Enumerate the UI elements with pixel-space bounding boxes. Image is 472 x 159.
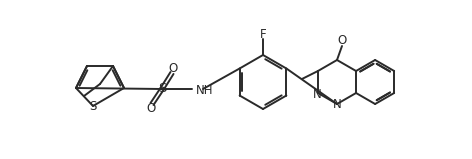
Text: NH: NH [196,84,213,97]
Text: F: F [260,28,266,41]
Text: O: O [337,34,346,46]
Text: S: S [89,100,97,114]
Text: N: N [312,87,321,100]
Text: O: O [146,101,156,114]
Text: N: N [333,98,341,111]
Text: S: S [158,83,166,96]
Text: O: O [169,62,177,76]
